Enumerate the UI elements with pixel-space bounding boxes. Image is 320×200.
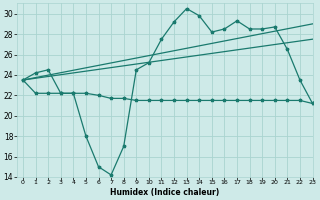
X-axis label: Humidex (Indice chaleur): Humidex (Indice chaleur) <box>110 188 219 197</box>
